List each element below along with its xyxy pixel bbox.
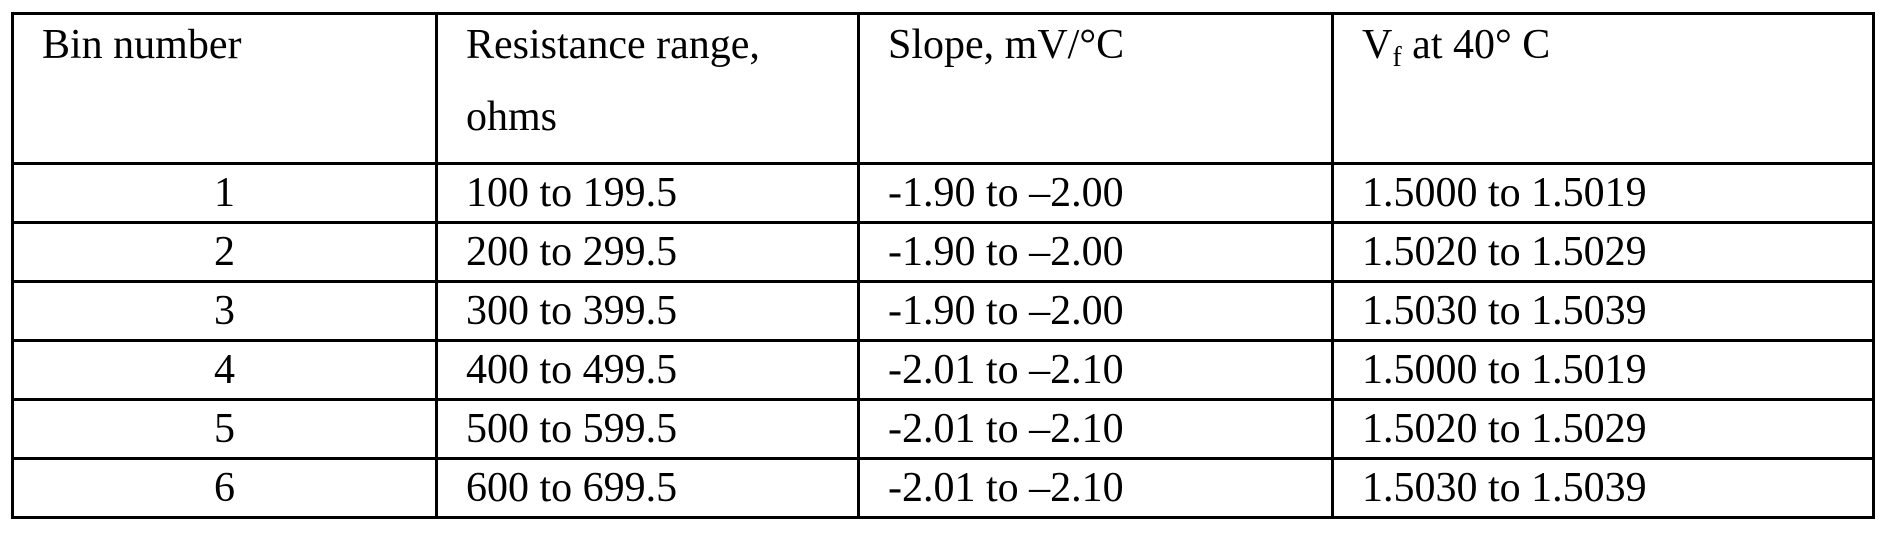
cell-resistance: 200 to 299.5: [437, 223, 859, 282]
bin-table: Bin number Resistance range, ohms Slope,…: [11, 12, 1875, 519]
cell-slope: -2.01 to –2.10: [859, 400, 1333, 459]
table-row: 3 300 to 399.5 -1.90 to –2.00 1.5030 to …: [13, 282, 1874, 341]
cell-bin: 2: [13, 223, 437, 282]
cell-bin: 3: [13, 282, 437, 341]
vf-symbol: V: [1362, 22, 1392, 68]
header-resistance-line2: ohms: [466, 93, 857, 141]
cell-resistance: 400 to 499.5: [437, 341, 859, 400]
cell-slope: -2.01 to –2.10: [859, 459, 1333, 518]
table-row: 4 400 to 499.5 -2.01 to –2.10 1.5000 to …: [13, 341, 1874, 400]
cell-slope: -2.01 to –2.10: [859, 341, 1333, 400]
table-row: 6 600 to 699.5 -2.01 to –2.10 1.5030 to …: [13, 459, 1874, 518]
cell-vf: 1.5020 to 1.5029: [1333, 400, 1874, 459]
table-row: 2 200 to 299.5 -1.90 to –2.00 1.5020 to …: [13, 223, 1874, 282]
cell-resistance: 600 to 699.5: [437, 459, 859, 518]
cell-bin: 5: [13, 400, 437, 459]
cell-resistance: 100 to 199.5: [437, 164, 859, 223]
cell-bin: 1: [13, 164, 437, 223]
header-row: Bin number Resistance range, ohms Slope,…: [13, 14, 1874, 164]
cell-slope: -1.90 to –2.00: [859, 164, 1333, 223]
cell-vf: 1.5030 to 1.5039: [1333, 282, 1874, 341]
cell-vf: 1.5020 to 1.5029: [1333, 223, 1874, 282]
cell-slope: -1.90 to –2.00: [859, 223, 1333, 282]
table-row: 1 100 to 199.5 -1.90 to –2.00 1.5000 to …: [13, 164, 1874, 223]
vf-label-rest: at 40° C: [1402, 22, 1551, 68]
header-slope: Slope, mV/°C: [859, 14, 1333, 164]
cell-vf: 1.5000 to 1.5019: [1333, 341, 1874, 400]
cell-bin: 6: [13, 459, 437, 518]
header-bin-number: Bin number: [13, 14, 437, 164]
header-resistance-range: Resistance range, ohms: [437, 14, 859, 164]
cell-vf: 1.5030 to 1.5039: [1333, 459, 1874, 518]
header-vf: Vf at 40° C: [1333, 14, 1874, 164]
cell-slope: -1.90 to –2.00: [859, 282, 1333, 341]
cell-resistance: 300 to 399.5: [437, 282, 859, 341]
cell-resistance: 500 to 599.5: [437, 400, 859, 459]
vf-subscript: f: [1392, 42, 1401, 73]
cell-vf: 1.5000 to 1.5019: [1333, 164, 1874, 223]
cell-bin: 4: [13, 341, 437, 400]
header-resistance-line1: Resistance range,: [466, 22, 760, 68]
table-row: 5 500 to 599.5 -2.01 to –2.10 1.5020 to …: [13, 400, 1874, 459]
